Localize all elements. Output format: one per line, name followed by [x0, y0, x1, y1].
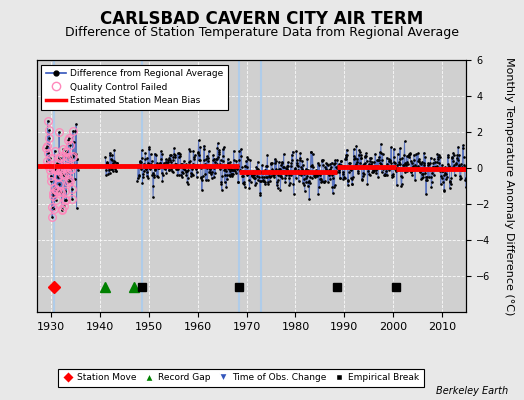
- Text: CARLSBAD CAVERN CITY AIR TERM: CARLSBAD CAVERN CITY AIR TERM: [101, 10, 423, 28]
- Legend: Station Move, Record Gap, Time of Obs. Change, Empirical Break: Station Move, Record Gap, Time of Obs. C…: [58, 369, 424, 387]
- Text: Difference of Station Temperature Data from Regional Average: Difference of Station Temperature Data f…: [65, 26, 459, 39]
- Text: Berkeley Earth: Berkeley Earth: [436, 386, 508, 396]
- Y-axis label: Monthly Temperature Anomaly Difference (°C): Monthly Temperature Anomaly Difference (…: [504, 57, 515, 315]
- Legend: Difference from Regional Average, Quality Control Failed, Estimated Station Mean: Difference from Regional Average, Qualit…: [41, 64, 228, 110]
